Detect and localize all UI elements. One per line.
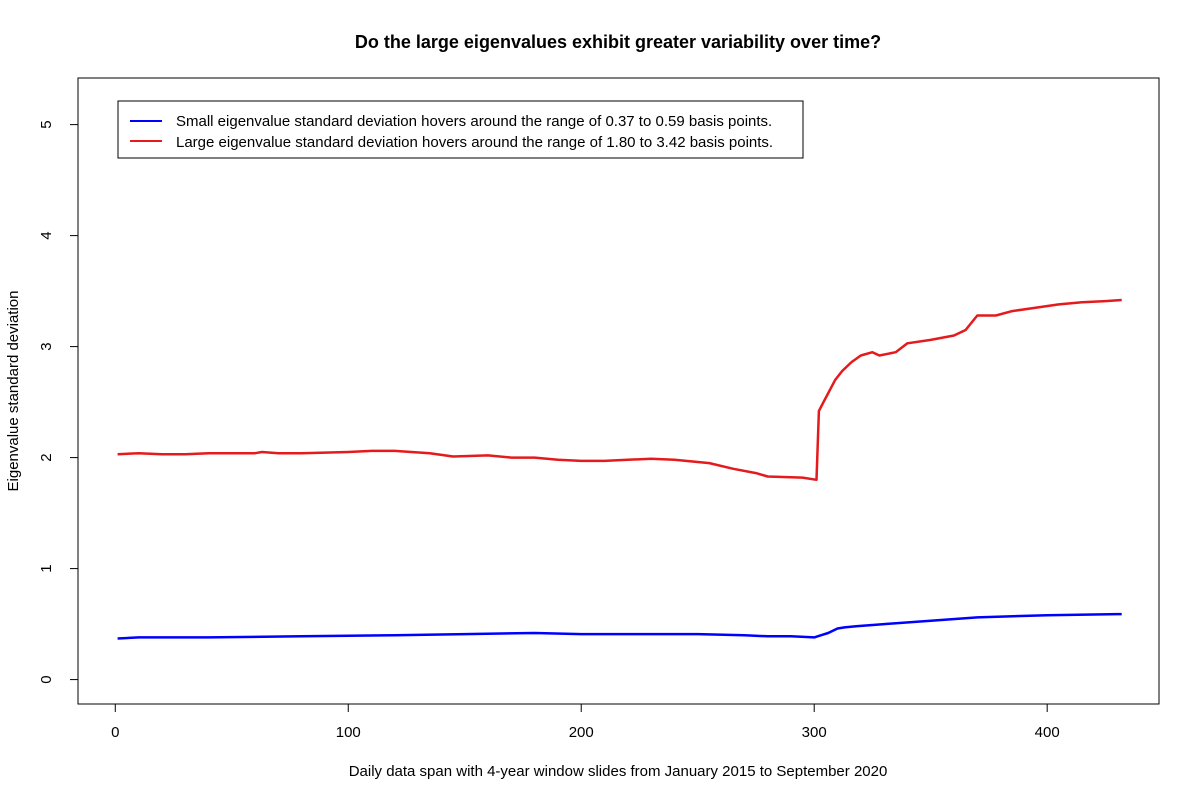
legend-box bbox=[117, 100, 804, 159]
series-line-0 bbox=[117, 612, 1122, 640]
y-tick-label-5: 5 bbox=[38, 120, 55, 128]
y-tick-label-0: 0 bbox=[38, 675, 55, 683]
x-tick-label-0: 0 bbox=[111, 724, 119, 741]
y-axis: 0 1 2 3 4 5 bbox=[38, 120, 78, 684]
series-line-1 bbox=[117, 298, 1122, 482]
series-group bbox=[117, 298, 1122, 640]
legend-entry-small: Small eigenvalue standard deviation hove… bbox=[176, 113, 772, 130]
y-tick-label-4: 4 bbox=[38, 231, 55, 239]
x-tick-label-2: 200 bbox=[569, 724, 594, 741]
x-tick-label-3: 300 bbox=[802, 724, 827, 741]
y-tick-label-3: 3 bbox=[38, 342, 55, 350]
x-tick-label-1: 100 bbox=[336, 724, 361, 741]
chart-title: Do the large eigenvalues exhibit greater… bbox=[355, 32, 881, 52]
y-tick-label-2: 2 bbox=[38, 453, 55, 461]
legend-entry-large: Large eigenvalue standard deviation hove… bbox=[176, 134, 773, 151]
x-tick-label-4: 400 bbox=[1035, 724, 1060, 741]
x-axis-label: Daily data span with 4-year window slide… bbox=[349, 763, 888, 780]
plot-frame bbox=[77, 77, 1160, 705]
y-tick-label-1: 1 bbox=[38, 564, 55, 572]
y-axis-label: Eigenvalue standard deviation bbox=[5, 291, 22, 492]
legend: Small eigenvalue standard deviation hove… bbox=[117, 100, 804, 159]
x-axis: 0 100 200 300 400 bbox=[111, 703, 1060, 741]
